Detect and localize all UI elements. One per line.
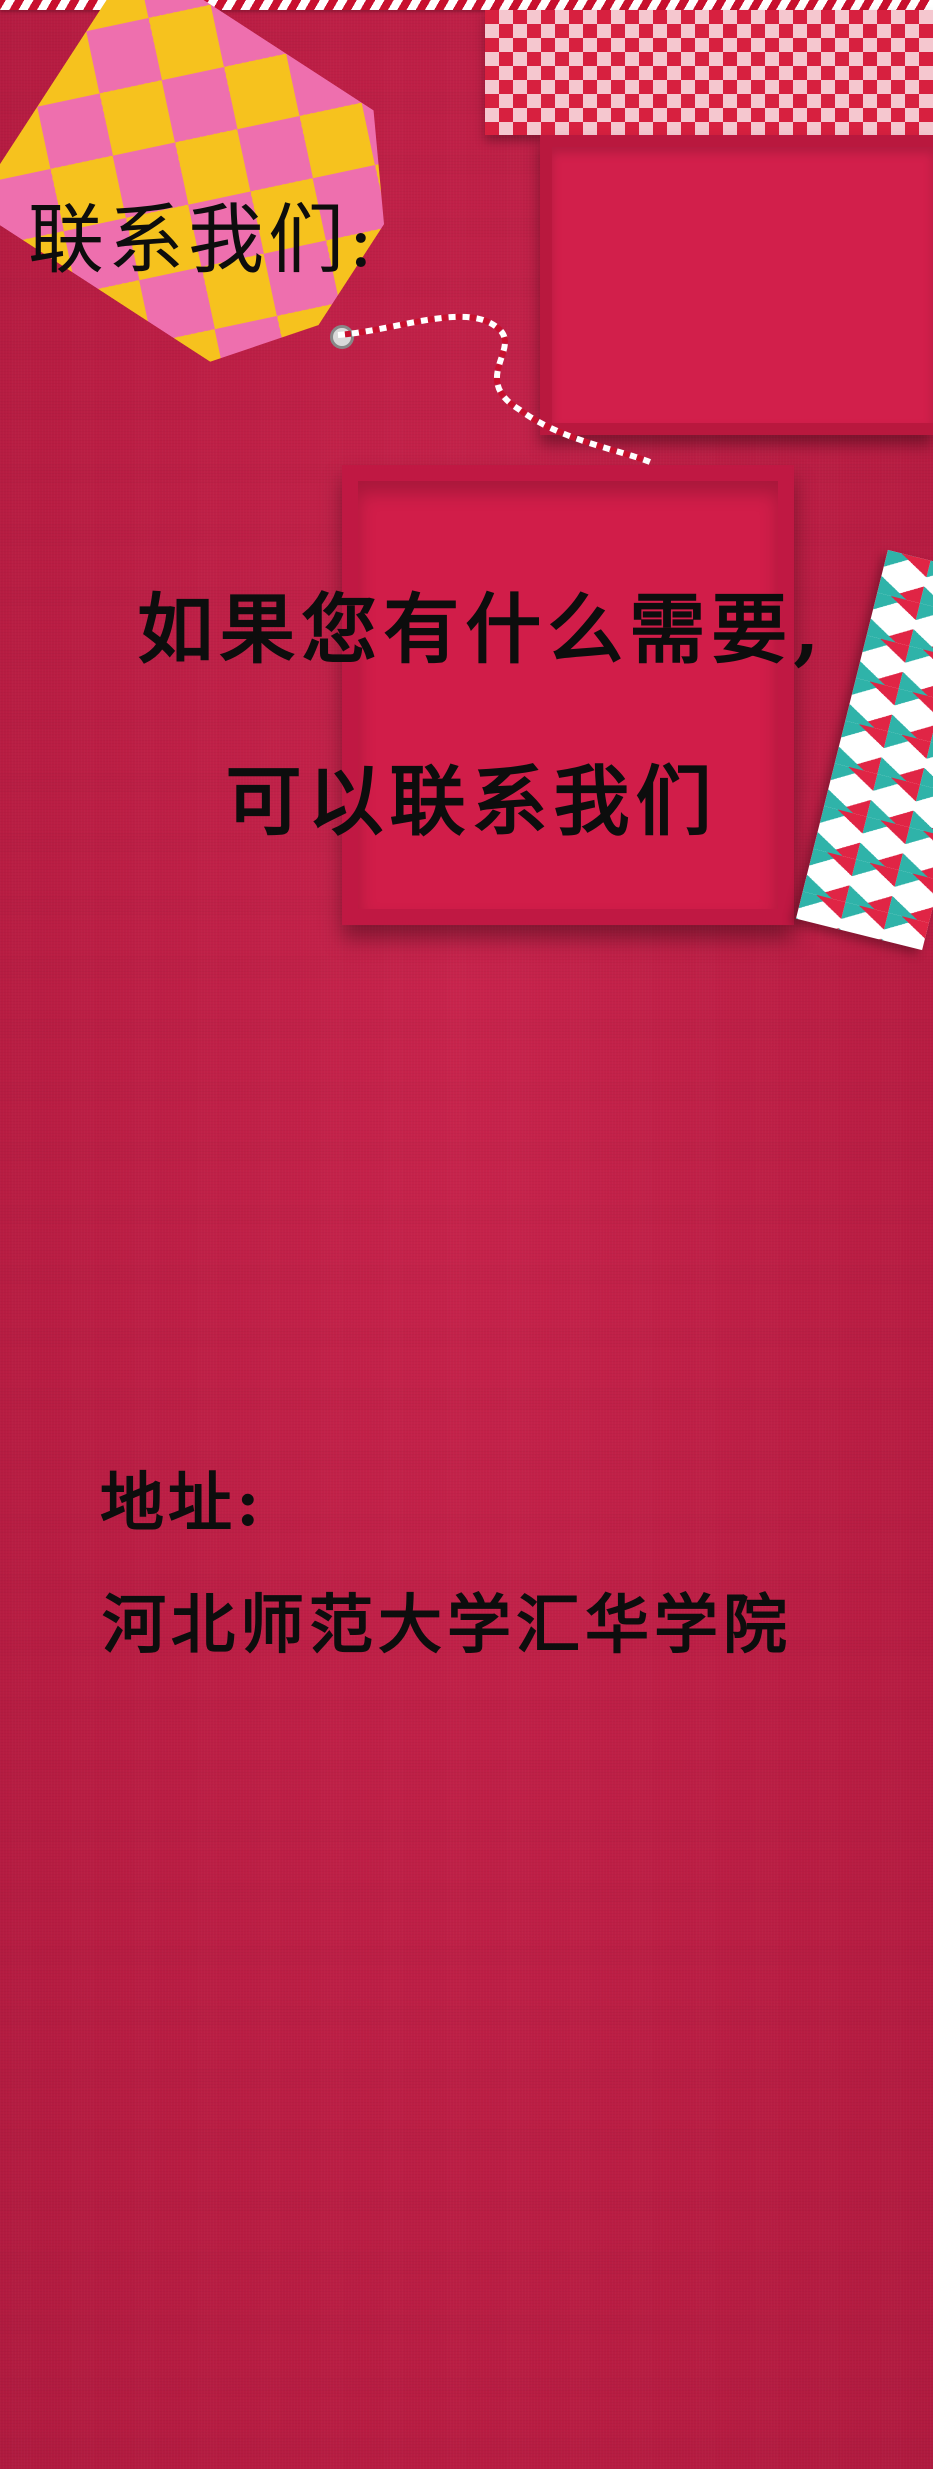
address-label: 地址: [100, 1466, 264, 1541]
contact-us-heading: 联系我们: [28, 195, 378, 284]
open-red-gift-box-image [342, 465, 794, 925]
contact-message-line-2: 可以联系我们 [225, 757, 718, 846]
red-gift-box-top-image [540, 135, 933, 435]
address-value: 河北师范大学汇华学院 [102, 1588, 792, 1663]
gift-tag-hole [330, 325, 354, 349]
patterned-box-lid-image [485, 10, 933, 135]
contact-message-line-1: 如果您有什么需要, [137, 585, 826, 674]
decorative-twine [0, 0, 933, 10]
